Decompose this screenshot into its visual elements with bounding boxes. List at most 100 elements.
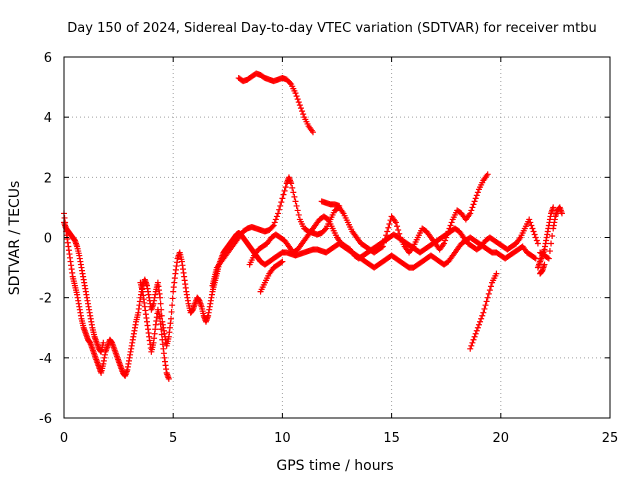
data-point: [550, 204, 557, 211]
data-point: [386, 220, 393, 227]
y-tick-label: 0: [44, 232, 52, 247]
y-tick-label: -2: [39, 292, 52, 307]
data-point: [275, 210, 282, 217]
data-point: [531, 254, 538, 261]
data-point: [289, 184, 296, 191]
data-point: [484, 294, 491, 301]
data-point: [469, 204, 476, 211]
data-point: [480, 309, 487, 316]
data-point: [549, 232, 556, 239]
data-point: [293, 93, 300, 100]
data-point: [300, 111, 307, 118]
data-point: [541, 261, 548, 268]
data-point: [442, 237, 449, 244]
data-point: [279, 195, 286, 202]
data-point: [546, 248, 553, 255]
data-point: [478, 315, 485, 322]
data-point: [470, 336, 477, 343]
data-point: [441, 240, 448, 247]
data-point: [473, 192, 480, 199]
data-point: [527, 219, 534, 226]
data-point: [295, 211, 302, 218]
data-point: [276, 206, 283, 213]
data-point: [336, 202, 343, 209]
data-point: [486, 287, 493, 294]
data-point: [472, 330, 479, 337]
data-point: [278, 259, 285, 266]
data-point: [467, 210, 474, 217]
data-point: [324, 215, 331, 222]
chart-title: Day 150 of 2024, Sidereal Day-to-day VTE…: [67, 21, 596, 36]
data-point: [529, 225, 536, 232]
data-point: [273, 213, 280, 220]
data-point: [532, 234, 539, 241]
y-tick-label: -6: [39, 412, 52, 427]
y-tick-label: 2: [44, 171, 52, 186]
data-point: [475, 321, 482, 328]
data-point: [477, 318, 484, 325]
data-point: [158, 331, 165, 338]
data-point: [287, 79, 294, 86]
data-point: [158, 326, 165, 333]
data-point: [297, 105, 304, 112]
data-point: [270, 222, 277, 229]
data-point: [483, 298, 490, 305]
data-point: [548, 240, 555, 247]
data-point: [157, 300, 164, 307]
data-point: [282, 184, 289, 191]
data-point: [448, 219, 455, 226]
data-point: [309, 129, 316, 136]
data-point: [279, 258, 286, 265]
x-tick-label: 20: [493, 431, 510, 446]
data-point: [532, 255, 539, 262]
data-point: [485, 290, 492, 297]
y-tick-label: 4: [44, 111, 52, 126]
data-point: [394, 223, 401, 230]
data-point: [157, 294, 164, 301]
data-point: [292, 90, 299, 97]
data-point: [545, 255, 552, 262]
data-point: [385, 224, 392, 231]
x-tick-label: 25: [602, 431, 619, 446]
data-point: [469, 339, 476, 346]
data-point: [157, 315, 164, 322]
data-point: [544, 254, 551, 261]
x-tick-label: 5: [169, 431, 177, 446]
data-point: [468, 342, 475, 349]
data-point: [278, 199, 285, 206]
data-point: [474, 324, 481, 331]
data-point: [321, 226, 328, 233]
data-point: [493, 270, 500, 277]
data-point: [280, 191, 287, 198]
data-point: [528, 222, 535, 229]
data-point: [169, 295, 176, 302]
data-point: [157, 320, 164, 327]
data-point: [530, 228, 537, 235]
data-point: [558, 210, 565, 217]
data-point: [470, 201, 477, 208]
data-point: [293, 202, 300, 209]
x-tick-label: 0: [60, 431, 68, 446]
data-point: [271, 219, 278, 226]
data-point: [447, 222, 454, 229]
data-point: [168, 315, 175, 322]
x-tick-label: 15: [383, 431, 400, 446]
data-point: [473, 327, 480, 334]
y-tick-label: -4: [39, 352, 52, 367]
data-point: [384, 228, 391, 235]
y-tick-label: 6: [44, 51, 52, 66]
data-point: [291, 193, 298, 200]
data-point: [165, 375, 172, 382]
data-point: [294, 96, 301, 103]
data-point: [288, 180, 295, 187]
data-point: [472, 195, 479, 202]
data-point: [294, 207, 301, 214]
data-point: [296, 102, 303, 109]
data-point: [481, 305, 488, 312]
data-point: [290, 189, 297, 196]
data-point: [295, 99, 302, 106]
x-tick-label: 10: [274, 431, 291, 446]
data-point: [526, 216, 533, 223]
